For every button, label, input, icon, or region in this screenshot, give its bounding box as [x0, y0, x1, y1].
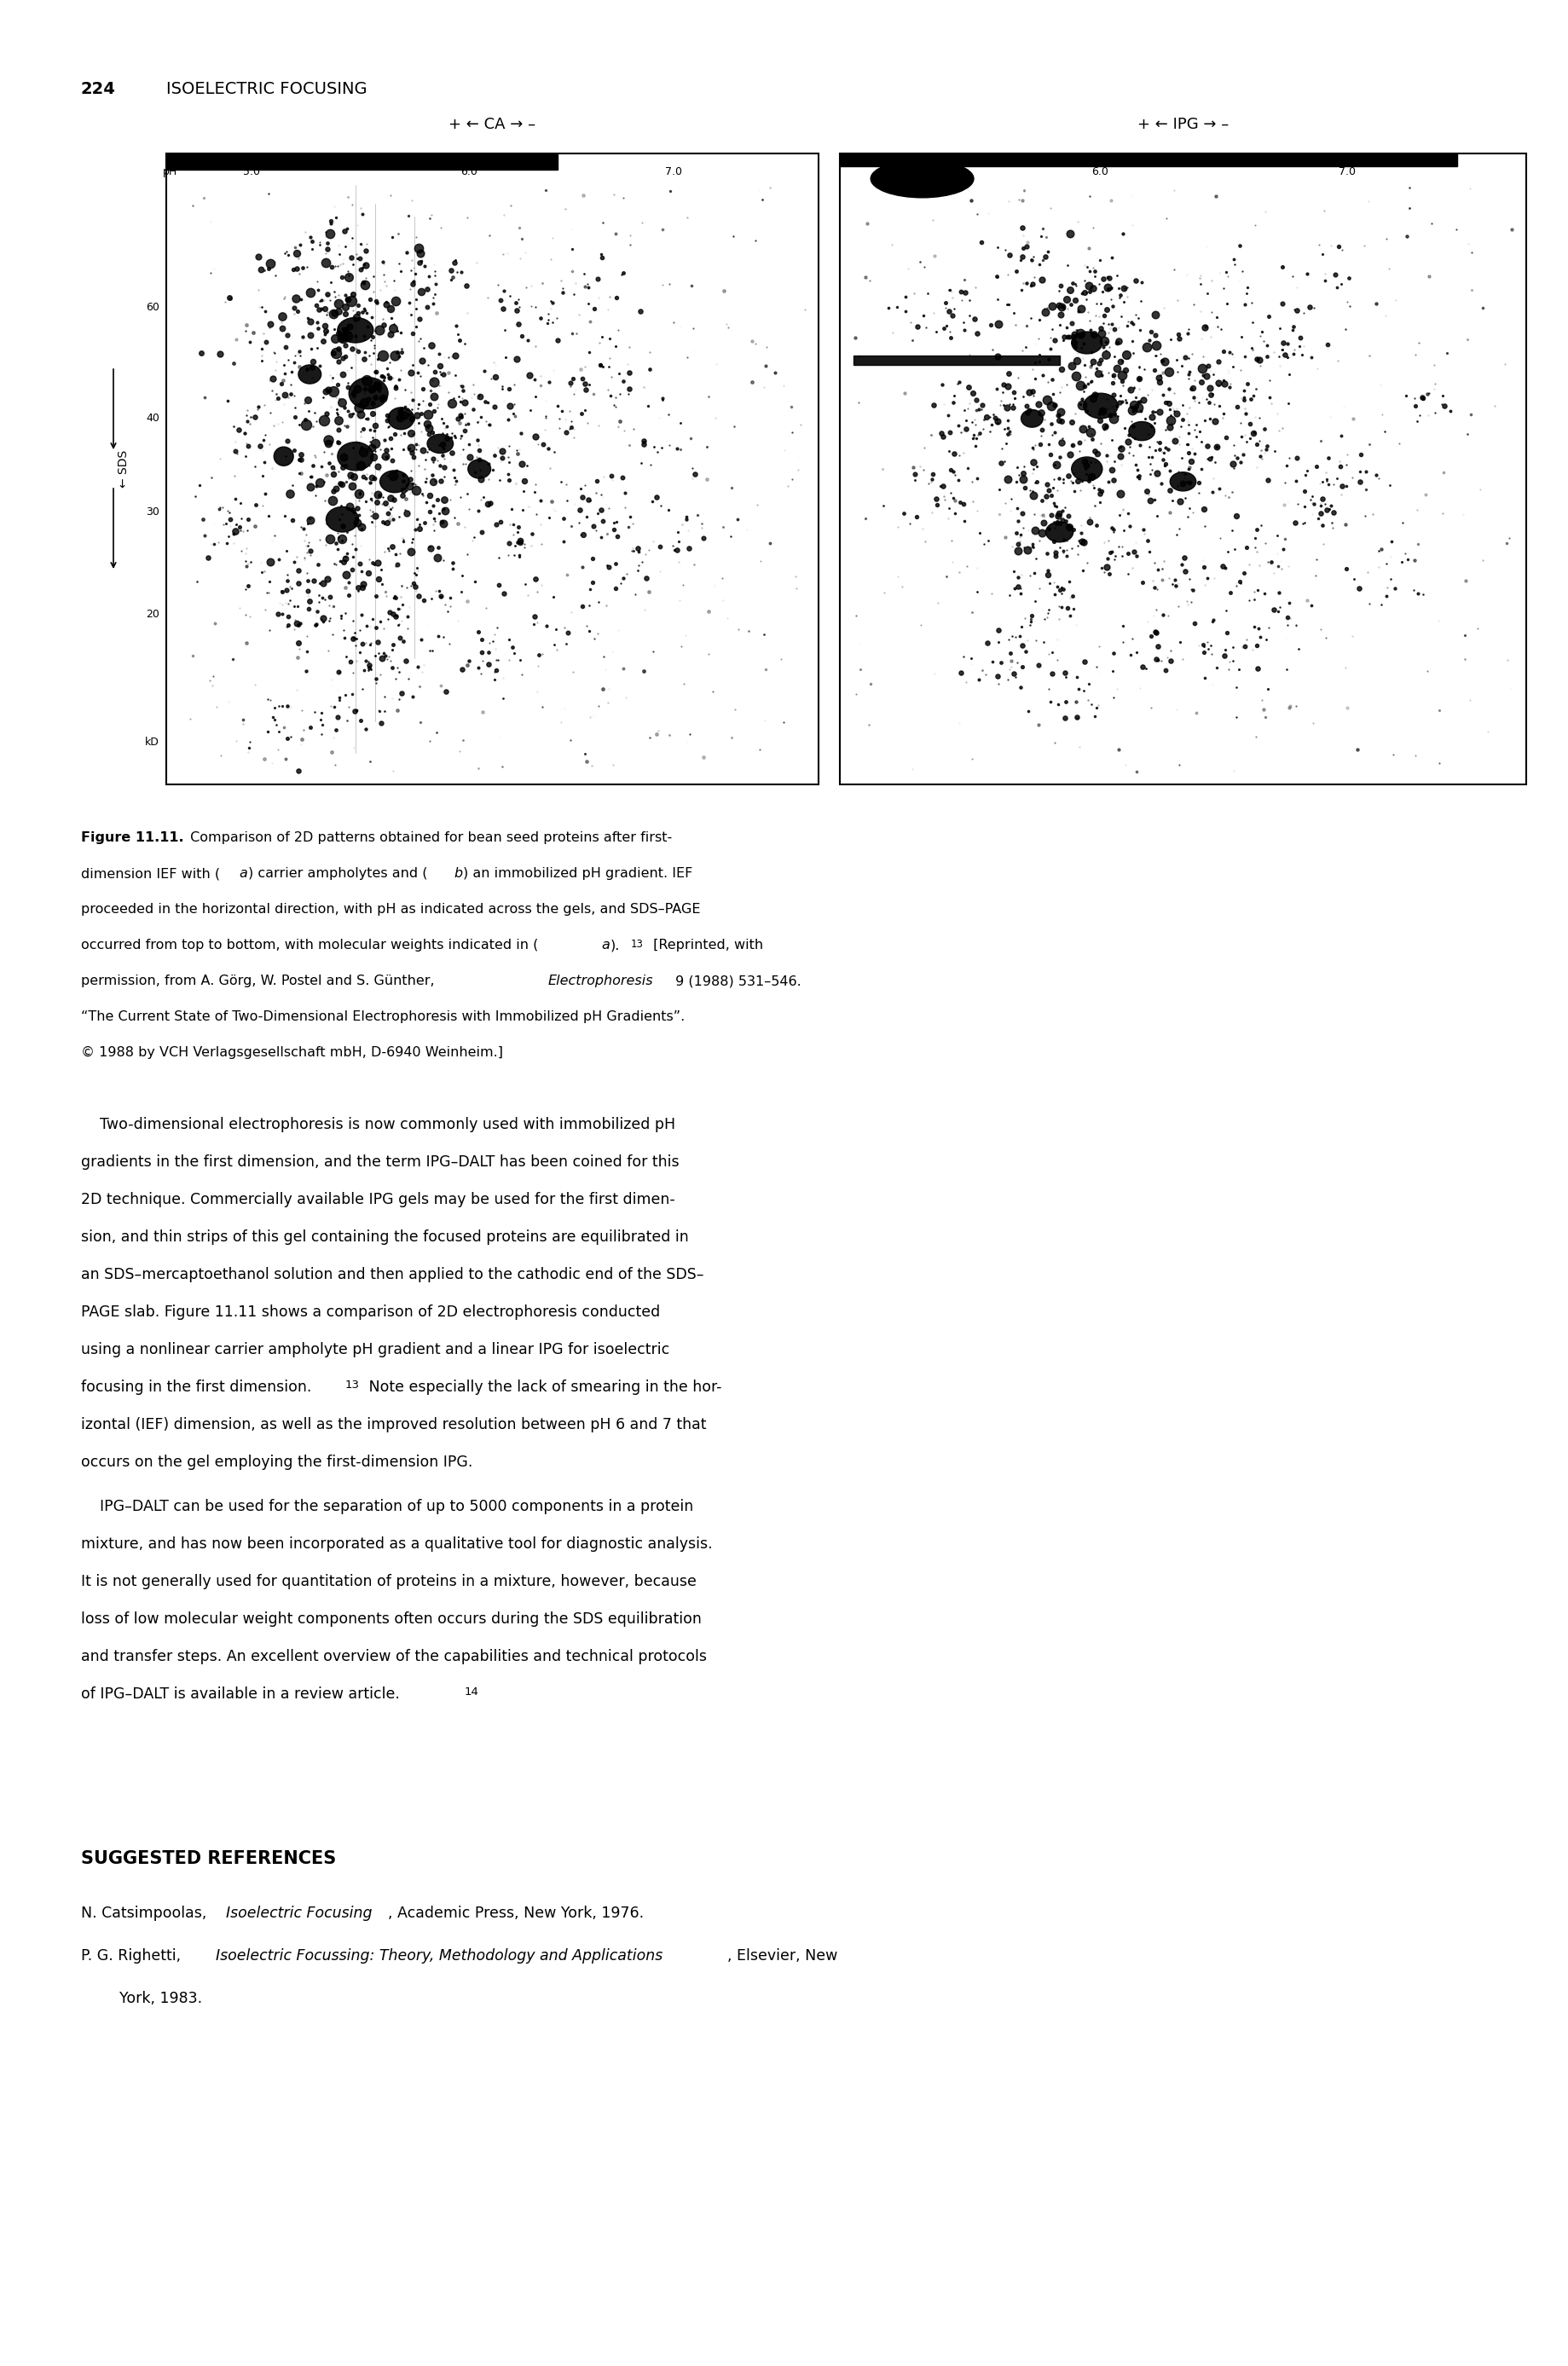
- Text: izontal (IEF) dimension, as well as the improved resolution between pH 6 and 7 t: izontal (IEF) dimension, as well as the …: [82, 1417, 707, 1431]
- Text: permission, from A. Görg, W. Postel and S. Günther,: permission, from A. Görg, W. Postel and …: [82, 975, 439, 987]
- Text: pH: pH: [163, 166, 177, 177]
- Bar: [840, 154, 1526, 786]
- Ellipse shape: [426, 435, 453, 454]
- Text: ← SDS: ← SDS: [118, 450, 130, 487]
- Text: © 1988 by VCH Verlagsgesellschaft mbH, D-6940 Weinheim.]: © 1988 by VCH Verlagsgesellschaft mbH, D…: [82, 1046, 503, 1060]
- Bar: [853, 355, 1060, 364]
- Text: loss of low molecular weight components often occurs during the SDS equilibratio: loss of low molecular weight components …: [82, 1611, 701, 1628]
- Ellipse shape: [337, 442, 373, 471]
- Text: ISOELECTRIC FOCUSING: ISOELECTRIC FOCUSING: [166, 80, 367, 97]
- Ellipse shape: [467, 459, 491, 478]
- Text: “The Current State of Two-Dimensional Electrophoresis with Immobilized pH Gradie: “The Current State of Two-Dimensional El…: [82, 1010, 685, 1022]
- Text: proceeded in the horizontal direction, with pH as indicated across the gels, and: proceeded in the horizontal direction, w…: [82, 904, 701, 916]
- Text: ) an immobilized pH gradient. IEF: ) an immobilized pH gradient. IEF: [463, 866, 693, 880]
- Text: dimension IEF with (: dimension IEF with (: [82, 866, 220, 880]
- Text: gradients in the first dimension, and the term IPG–DALT has been coined for this: gradients in the first dimension, and th…: [82, 1155, 679, 1169]
- Text: a: a: [238, 866, 248, 880]
- Ellipse shape: [1071, 331, 1102, 355]
- Text: occurred from top to bottom, with molecular weights indicated in (: occurred from top to bottom, with molecu…: [82, 939, 538, 951]
- Text: b: b: [453, 866, 463, 880]
- Ellipse shape: [1021, 409, 1043, 428]
- Bar: [840, 154, 1458, 166]
- Bar: [166, 154, 818, 786]
- Text: [Reprinted, with: [Reprinted, with: [649, 939, 764, 951]
- Text: ) carrier ampholytes and (: ) carrier ampholytes and (: [248, 866, 428, 880]
- Text: sion, and thin strips of this gel containing the focused proteins are equilibrat: sion, and thin strips of this gel contai…: [82, 1230, 688, 1245]
- Text: Isoelectric Focussing: Theory, Methodology and Applications: Isoelectric Focussing: Theory, Methodolo…: [216, 1947, 663, 1964]
- Text: 13: 13: [345, 1379, 359, 1391]
- Ellipse shape: [1129, 421, 1156, 440]
- Ellipse shape: [1083, 393, 1118, 419]
- Text: Figure 11.11.: Figure 11.11.: [82, 830, 183, 845]
- Text: of IPG–DALT is available in a review article.: of IPG–DALT is available in a review art…: [82, 1687, 400, 1701]
- Ellipse shape: [870, 161, 974, 199]
- Text: SUGGESTED REFERENCES: SUGGESTED REFERENCES: [82, 1850, 336, 1867]
- Text: mixture, and has now been incorporated as a qualitative tool for diagnostic anal: mixture, and has now been incorporated a…: [82, 1536, 712, 1552]
- Text: an SDS–mercaptoethanol solution and then applied to the cathodic end of the SDS–: an SDS–mercaptoethanol solution and then…: [82, 1266, 704, 1282]
- Text: York, 1983.: York, 1983.: [119, 1990, 202, 2006]
- Text: occurs on the gel employing the first-dimension IPG.: occurs on the gel employing the first-di…: [82, 1455, 472, 1469]
- Text: a: a: [601, 939, 610, 951]
- Text: 9 (1988) 531–546.: 9 (1988) 531–546.: [671, 975, 801, 987]
- Ellipse shape: [1071, 457, 1102, 480]
- Text: 30: 30: [146, 506, 160, 518]
- Text: Electrophoresis: Electrophoresis: [549, 975, 654, 987]
- Ellipse shape: [298, 364, 321, 383]
- Ellipse shape: [350, 379, 387, 409]
- Text: Two-dimensional electrophoresis is now commonly used with immobilized pH: Two-dimensional electrophoresis is now c…: [82, 1117, 676, 1133]
- Text: PAGE slab. Figure 11.11 shows a comparison of 2D electrophoresis conducted: PAGE slab. Figure 11.11 shows a comparis…: [82, 1304, 660, 1320]
- Text: 224: 224: [82, 80, 116, 97]
- Text: 7.0: 7.0: [1339, 166, 1356, 177]
- Text: kD: kD: [146, 736, 160, 748]
- Text: 40: 40: [146, 412, 160, 424]
- Ellipse shape: [1046, 523, 1073, 542]
- Ellipse shape: [1170, 473, 1196, 492]
- Ellipse shape: [274, 447, 293, 466]
- Text: ).: ).: [610, 939, 621, 951]
- Bar: [166, 154, 558, 170]
- Text: 13: 13: [630, 939, 643, 949]
- Text: 60: 60: [146, 300, 160, 312]
- Text: Note especially the lack of smearing in the hor-: Note especially the lack of smearing in …: [364, 1379, 721, 1396]
- Text: and transfer steps. An excellent overview of the capabilities and technical prot: and transfer steps. An excellent overvie…: [82, 1649, 707, 1663]
- Text: 6.0: 6.0: [1091, 166, 1109, 177]
- Ellipse shape: [337, 317, 373, 343]
- Text: + ← CA → –: + ← CA → –: [448, 116, 536, 132]
- Text: IPG–DALT can be used for the separation of up to 5000 components in a protein: IPG–DALT can be used for the separation …: [82, 1500, 693, 1514]
- Text: P. G. Righetti,: P. G. Righetti,: [82, 1947, 185, 1964]
- Text: 7.0: 7.0: [665, 166, 682, 177]
- Text: Isoelectric Focusing: Isoelectric Focusing: [226, 1905, 372, 1921]
- Text: 6.0: 6.0: [461, 166, 477, 177]
- Text: Comparison of 2D patterns obtained for bean seed proteins after first-: Comparison of 2D patterns obtained for b…: [187, 830, 673, 845]
- Ellipse shape: [326, 506, 359, 532]
- Text: using a nonlinear carrier ampholyte pH gradient and a linear IPG for isoelectric: using a nonlinear carrier ampholyte pH g…: [82, 1342, 670, 1358]
- Text: It is not generally used for quantitation of proteins in a mixture, however, bec: It is not generally used for quantitatio…: [82, 1573, 696, 1590]
- Text: , Elsevier, New: , Elsevier, New: [728, 1947, 837, 1964]
- Text: focusing in the first dimension.: focusing in the first dimension.: [82, 1379, 312, 1396]
- Text: , Academic Press, New York, 1976.: , Academic Press, New York, 1976.: [387, 1905, 644, 1921]
- Ellipse shape: [387, 407, 414, 431]
- Text: 5.0: 5.0: [243, 166, 260, 177]
- Text: 14: 14: [464, 1687, 480, 1696]
- Ellipse shape: [379, 471, 409, 492]
- Text: 2D technique. Commercially available IPG gels may be used for the first dimen-: 2D technique. Commercially available IPG…: [82, 1192, 676, 1207]
- Text: + ← IPG → –: + ← IPG → –: [1137, 116, 1229, 132]
- Text: N. Catsimpoolas,: N. Catsimpoolas,: [82, 1905, 212, 1921]
- Text: 20: 20: [146, 608, 160, 620]
